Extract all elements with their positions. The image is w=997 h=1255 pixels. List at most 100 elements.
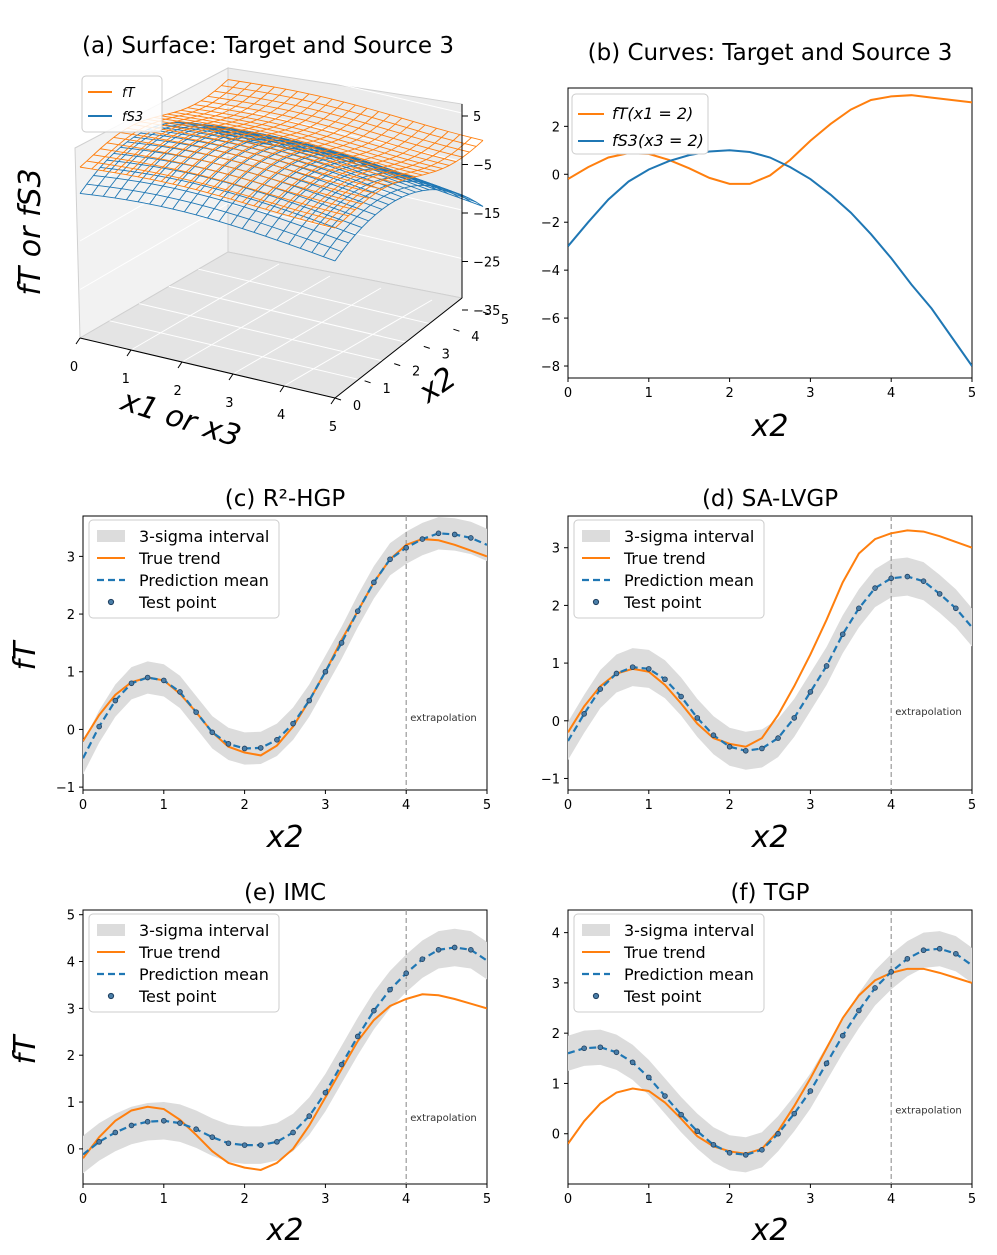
test-point [775, 735, 781, 741]
extrapolation-label: extrapolation [410, 713, 477, 724]
y-tick-label: 2 [67, 1049, 75, 1064]
target-surface-mesh-line [253, 117, 403, 207]
test-point [371, 1007, 377, 1014]
test-point [161, 677, 167, 684]
target-surface-mesh-line [241, 114, 391, 203]
test-point [161, 1117, 167, 1124]
y-tick-label: 0 [552, 1128, 560, 1143]
surface-y-tick-label: 2 [412, 365, 420, 380]
test-point [742, 747, 749, 754]
test-point [597, 686, 604, 692]
test-point [662, 1093, 668, 1099]
test-point [177, 1120, 183, 1126]
test-point [759, 1147, 765, 1153]
y-tick-label: −4 [541, 264, 560, 279]
x-tick-label: 4 [887, 798, 895, 813]
surface-legend-source: fS3 [122, 110, 143, 125]
x-tick-label: 2 [240, 1192, 248, 1207]
legend-swatch-band [97, 530, 125, 542]
surface-x-tick-label: 5 [329, 420, 337, 435]
test-point [322, 1089, 329, 1096]
test-point [936, 591, 943, 597]
legend-label: True trend [138, 549, 221, 568]
surface-y-tick-mark [453, 328, 460, 332]
x-tick-label: 5 [968, 798, 976, 813]
legend-label: True trend [138, 943, 221, 962]
surface-zlabel: fT or fS3 [13, 168, 48, 295]
test-point [920, 947, 927, 954]
pane-grid-line [283, 299, 433, 387]
surface-y-tick-label: 1 [382, 382, 390, 397]
pane-grid-line [227, 203, 484, 264]
test-point [726, 743, 733, 750]
test-point [581, 711, 587, 717]
test-point [338, 1061, 345, 1068]
target-surface-mesh-line [207, 95, 463, 158]
x-tick-label: 3 [806, 386, 814, 401]
surface-ticks: 0 1 2 3 4 5 0 1 2 3 4 5 5 −5 −15 −25 −35 [70, 110, 509, 435]
x-tick-label: 5 [483, 798, 491, 813]
test-point [936, 945, 943, 952]
test-point [662, 676, 668, 683]
y-tick-label: 2 [552, 1027, 560, 1042]
test-point [613, 1049, 620, 1056]
legend-label: True trend [623, 943, 706, 962]
panel-c-ylabel: fT [8, 639, 43, 671]
surface-x-tick-label: 4 [277, 408, 285, 423]
y-tick-label: 0 [67, 723, 75, 738]
source-surface-mesh-line [323, 184, 472, 257]
panel-f-xlabel: x2 [751, 1213, 789, 1248]
panel-b-legend: fT(x1 = 2) fS3(x3 = 2) [571, 93, 709, 155]
pane-grid-line [227, 57, 484, 119]
pane-grid-line [79, 203, 229, 290]
surface-y-tick-mark [423, 345, 430, 349]
x-tick-label: 2 [725, 386, 733, 401]
legend-label: Prediction mean [139, 965, 269, 984]
pane-grid-line [232, 287, 382, 375]
x-tick-label: 5 [483, 1192, 491, 1207]
y-tick-label: 1 [67, 1096, 75, 1111]
test-point [856, 605, 862, 612]
panel-a: (a) Surface: Target and Source 3 0123450… [13, 33, 509, 455]
x-tick-label: 0 [564, 798, 572, 813]
panel-e-ylabel: fT [8, 1033, 43, 1065]
source-surface-mesh-line [311, 180, 461, 253]
legend-label: Test point [138, 987, 216, 1006]
legend-swatch-point [592, 992, 600, 1000]
x-tick-label: 1 [645, 386, 653, 401]
test-point [678, 1111, 684, 1118]
surface-legend-target: fT [122, 86, 136, 101]
y-tick-label: 1 [552, 1077, 560, 1092]
test-point [290, 1129, 296, 1136]
test-point [274, 737, 280, 743]
legend-label: Test point [623, 987, 701, 1006]
panel-d-axes-frame [567, 515, 973, 791]
target-surface-mesh-line [218, 107, 368, 197]
test-point [694, 715, 701, 721]
target-surface-mesh-line [153, 116, 410, 179]
target-surface-mesh-line [276, 124, 426, 213]
surface-x-tick-mark [279, 385, 285, 393]
panel-d: (d) SA-LVGP 0 1 2 3 4 5 −1 0 1 2 3 extrapolation x2… [541, 486, 976, 855]
test-point [257, 1142, 264, 1148]
test-point [193, 1126, 199, 1132]
surface-z-tick-label: −15 [473, 207, 500, 222]
panel-d-plot: 0 1 2 3 4 5 −1 0 1 2 3 extrapolation [541, 516, 976, 813]
test-point [742, 1152, 749, 1158]
y-tick-label: −1 [541, 772, 560, 787]
target-surface-mesh-line [214, 90, 470, 153]
test-point [597, 1044, 604, 1051]
target-surface-mesh-line [180, 109, 437, 172]
test-point [953, 950, 959, 957]
y-tick-label: 3 [552, 542, 560, 557]
surface-x-tick-label: 2 [173, 384, 181, 399]
x-tick-label: 1 [160, 1192, 168, 1207]
legend-label: Test point [138, 593, 216, 612]
legend-frame [573, 913, 765, 1013]
true-trend-line [568, 529, 972, 748]
test-point [387, 556, 393, 563]
panel-e-axes-frame [82, 909, 488, 1185]
test-point [807, 689, 814, 695]
target-surface-mesh-line [323, 137, 472, 226]
y-tick-label: 0 [552, 168, 560, 183]
